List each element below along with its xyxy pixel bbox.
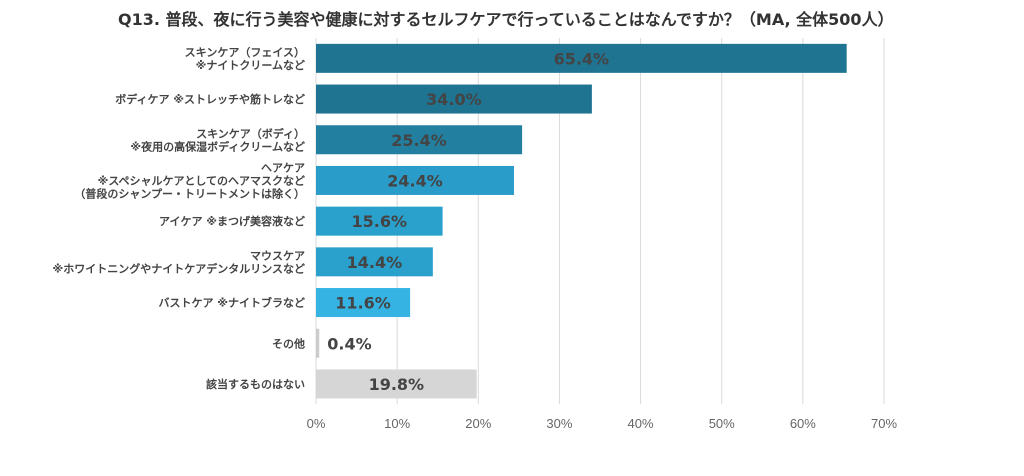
bar: [316, 125, 523, 155]
x-tick-label: 0%: [307, 416, 326, 431]
value-label: 25.4%: [391, 131, 447, 150]
x-tick-label: 40%: [628, 416, 654, 431]
category-label: ヘアケア※スペシャルケアとしてのヘアマスクなど（普段のシャンプー・トリートメント…: [74, 161, 305, 200]
bar: [316, 247, 433, 277]
bar: [316, 165, 514, 195]
value-label: 15.6%: [352, 212, 408, 231]
category-label: ボディケア ※ストレッチや筋トレなど: [115, 92, 305, 106]
x-tick-label: 50%: [709, 416, 735, 431]
bar: [316, 288, 411, 318]
category-label: 該当するものはない: [206, 377, 305, 391]
value-label: 24.4%: [387, 171, 443, 190]
category-label: スキンケア（フェイス）※ナイトクリームなど: [185, 46, 305, 72]
value-label: 0.4%: [327, 334, 371, 353]
value-label: 65.4%: [554, 49, 610, 68]
x-tick-label: 30%: [546, 416, 572, 431]
bar: [316, 328, 320, 358]
value-label: 19.8%: [369, 375, 425, 394]
category-label: アイケア ※まつげ美容液など: [159, 214, 305, 228]
bar: [316, 369, 477, 399]
x-tick-label: 10%: [384, 416, 410, 431]
category-label: その他: [272, 336, 305, 350]
x-tick-label: 60%: [790, 416, 816, 431]
x-tick-label: 20%: [465, 416, 491, 431]
category-label: スキンケア（ボディ）※夜用の高保湿ボディクリームなど: [130, 126, 305, 153]
value-label: 11.6%: [335, 294, 391, 313]
chart-title: Q13. 普段、夜に行う美容や健康に対するセルフケアで行っていることはなんですか…: [118, 10, 894, 29]
x-tick-label: 70%: [871, 416, 897, 431]
value-label: 34.0%: [426, 90, 482, 109]
category-label: マウスケア※ホワイトニングやナイトケアデンタルリンスなど: [53, 249, 305, 275]
bar: [316, 206, 443, 236]
category-label: バストケア ※ナイトブラなど: [158, 296, 305, 310]
bar: [316, 43, 847, 73]
bar: [316, 84, 592, 114]
value-label: 14.4%: [347, 253, 403, 272]
